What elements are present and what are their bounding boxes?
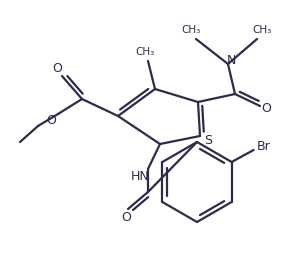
Text: CH₃: CH₃ [181, 25, 201, 35]
Text: O: O [121, 211, 131, 224]
Text: CH₃: CH₃ [252, 25, 272, 35]
Text: HN: HN [131, 169, 149, 182]
Text: O: O [46, 113, 56, 126]
Text: N: N [226, 53, 236, 66]
Text: Br: Br [257, 139, 270, 152]
Text: O: O [261, 102, 271, 115]
Text: O: O [52, 62, 62, 75]
Text: S: S [204, 133, 212, 146]
Text: CH₃: CH₃ [135, 47, 155, 57]
